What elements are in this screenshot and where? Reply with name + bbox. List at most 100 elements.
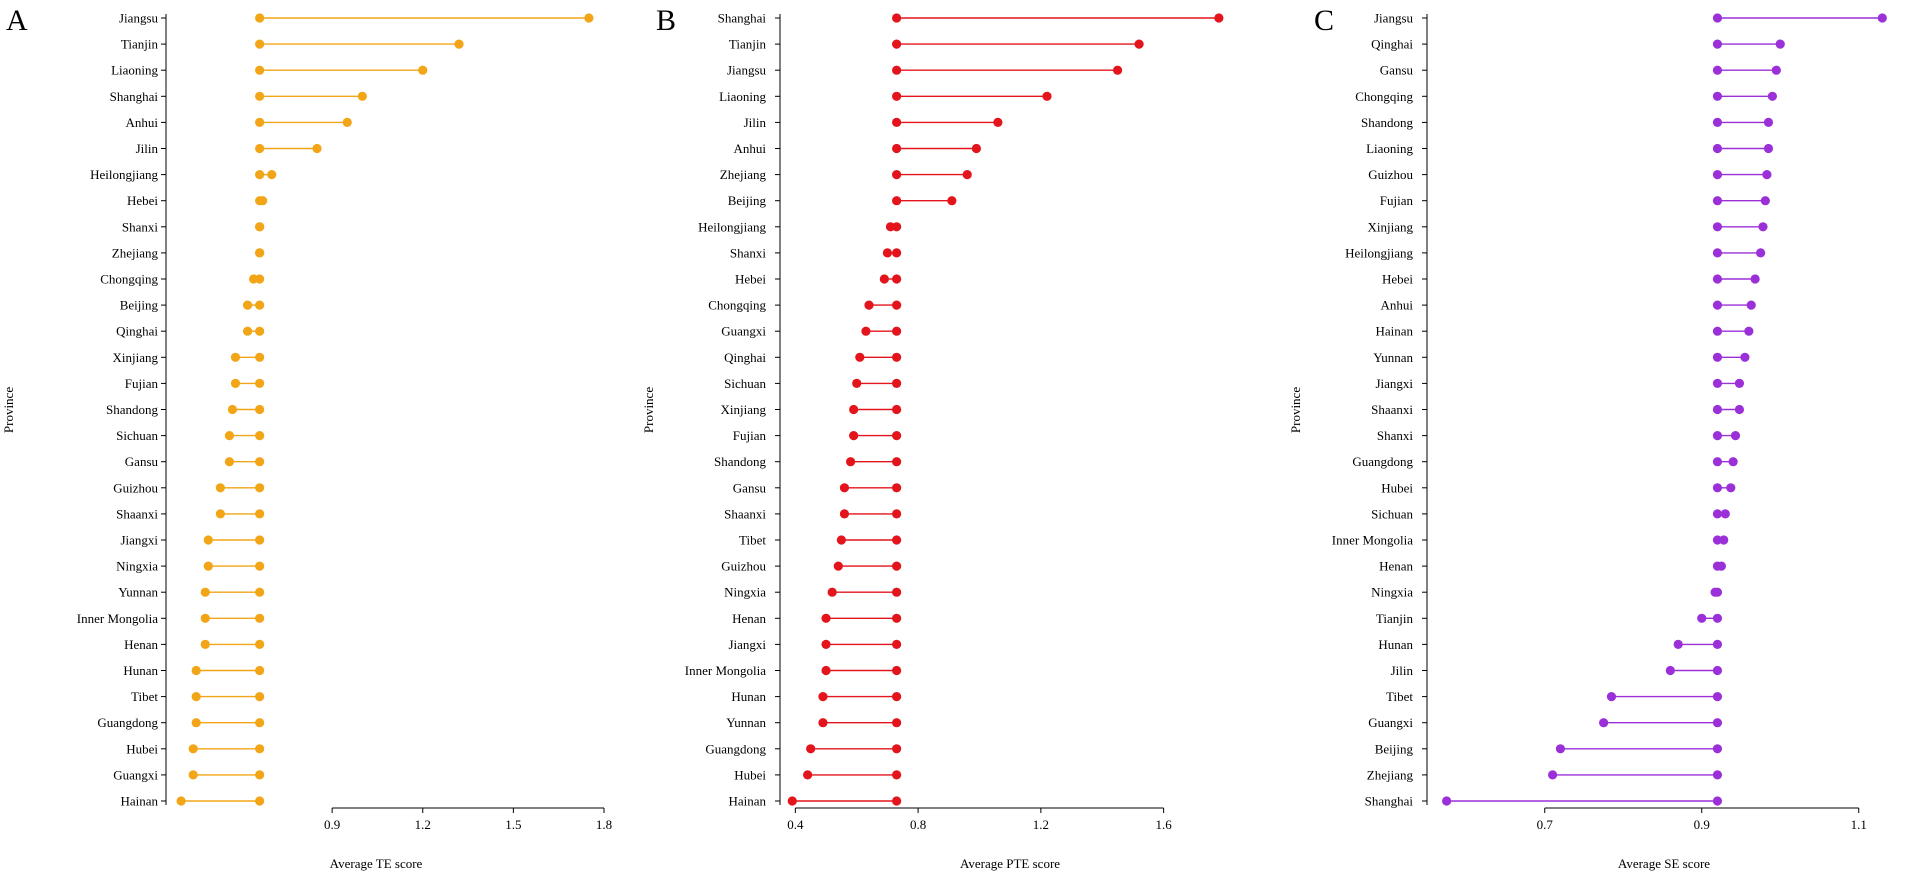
panel-b-value-dot <box>855 352 865 362</box>
panel-a-value-dot <box>200 587 210 597</box>
panel-c-baseline-dot <box>1712 431 1723 441</box>
panel-a-baseline-dot <box>255 692 265 702</box>
panel-b-value-dot <box>818 718 828 728</box>
panel-b-baseline-dot <box>892 483 902 493</box>
panel-c-baseline-dot <box>1712 718 1723 728</box>
panel-c-category-label: Jilin <box>1391 663 1414 678</box>
panel-b-value-dot <box>882 248 893 258</box>
panel-b-baseline-dot <box>892 457 902 467</box>
panel-a-category-label: Tianjin <box>121 37 159 52</box>
panel-a-value-dot <box>224 431 235 441</box>
panel-b-pte: B Province Average PTE score 0.4 0.8 1.2 1.… <box>641 4 1224 871</box>
panel-c-category-label: Xinjiang <box>1368 219 1414 234</box>
panel-c-value-dot <box>1734 404 1745 415</box>
panel-a-baseline-dot <box>255 509 265 519</box>
panel-c-category-label: Jiangxi <box>1375 376 1413 391</box>
panel-c-baseline-dot <box>1712 770 1723 780</box>
panel-a-baseline-dot <box>255 39 265 49</box>
panel-b-category-label: Shanxi <box>730 245 767 260</box>
panel-b-category-label: Guangdong <box>705 741 766 756</box>
panel-c-value-dot <box>1877 13 1887 23</box>
panel-b-baseline-dot <box>892 665 902 676</box>
panel-c-value-dot <box>1762 170 1772 180</box>
panel-a-baseline-dot <box>255 535 265 545</box>
panel-a-baseline-dot <box>255 483 265 493</box>
panel-b-value-dot <box>806 744 816 754</box>
panel-a-category-label: Hubei <box>126 741 158 756</box>
panel-a-value-dot <box>227 404 238 415</box>
panel-b-baseline-dot <box>892 378 902 388</box>
panel-b-value-dot <box>839 509 850 519</box>
panel-a-category-label: Shanxi <box>122 219 159 234</box>
panel-c-baseline-dot <box>1712 457 1723 467</box>
panel-b-category-label: Tibet <box>739 533 766 548</box>
panel-a-x-tick-label: 1.8 <box>596 817 612 832</box>
panel-b-baseline-dot <box>892 274 902 284</box>
panel-b-value-dot <box>787 796 797 806</box>
panel-c-category-label: Hubei <box>1381 480 1413 495</box>
panel-a-baseline-dot <box>255 587 265 597</box>
panel-c-baseline-dot <box>1712 692 1723 702</box>
panel-b-baseline-dot <box>892 352 902 362</box>
panel-a-x-tick-label: 1.5 <box>505 817 521 832</box>
panel-c-value-dot <box>1719 535 1729 545</box>
panel-a-baseline-dot <box>255 352 265 362</box>
panel-b-value-dot <box>971 143 982 154</box>
panel-c-value-dot <box>1746 300 1756 310</box>
panel-b-baseline-dot <box>892 431 902 441</box>
panel-c-category-label: Guizhou <box>1368 167 1413 182</box>
panel-a-baseline-dot <box>255 117 265 127</box>
panel-b-category-label: Fujian <box>733 428 767 443</box>
panel-b-x-axis-title: Average PTE score <box>960 856 1060 871</box>
panel-b-baseline-dot <box>892 613 902 623</box>
panel-c-baseline-dot <box>1712 91 1723 101</box>
panel-a-value-dot <box>584 13 594 23</box>
panel-c-category-label: Ningxia <box>1371 585 1413 600</box>
panel-c-value-dot <box>1710 587 1720 597</box>
panel-c-baseline-dot <box>1712 744 1723 754</box>
panel-b-x-tick-label: 0.8 <box>910 817 926 832</box>
panel-a-baseline-dot <box>255 561 265 571</box>
panel-a-category-label: Yunnan <box>118 585 158 600</box>
panel-a-baseline-dot <box>255 665 265 676</box>
panel-a-value-dot <box>188 744 198 754</box>
panel-c-baseline-dot <box>1712 483 1723 493</box>
panel-a-category-label: Hunan <box>123 663 158 678</box>
panel-c-category-label: Henan <box>1379 559 1413 574</box>
panel-a-baseline-dot <box>255 718 265 728</box>
panel-b-category-label: Shaanxi <box>724 506 766 521</box>
panel-c-x-tick-label: 0.9 <box>1694 817 1710 832</box>
panel-b-baseline-dot <box>892 91 902 101</box>
panel-b-baseline-dot <box>892 692 902 702</box>
panel-a-category-label: Shaanxi <box>116 506 158 521</box>
panel-a-category-label: Fujian <box>125 376 159 391</box>
panel-b-baseline-dot <box>892 13 902 23</box>
panel-c-category-label: Yunnan <box>1373 350 1413 365</box>
panel-a-value-dot <box>418 65 428 75</box>
panel-a-value-dot <box>191 692 201 702</box>
panel-b-value-dot <box>1042 91 1052 101</box>
panel-a-baseline-dot <box>255 378 265 388</box>
panel-a-category-label: Guangxi <box>113 767 158 782</box>
panel-c-value-dot <box>1756 248 1766 258</box>
panel-a-value-dot <box>255 222 265 232</box>
panel-a-value-dot <box>255 248 265 258</box>
panel-a-value-dot <box>267 170 277 180</box>
panel-a-baseline-dot <box>255 300 265 310</box>
panel-c-value-dot <box>1720 509 1730 519</box>
panel-b-baseline-dot <box>892 326 902 336</box>
panel-a-value-dot <box>191 665 201 676</box>
panel-a-value-dot <box>191 718 201 728</box>
panel-c-value-dot <box>1555 744 1566 754</box>
panel-a-baseline-dot <box>255 404 265 415</box>
panel-a-baseline-dot <box>255 639 265 650</box>
panel-b-category-label: Chongqing <box>708 298 766 313</box>
panel-c-baseline-dot <box>1712 13 1723 23</box>
panel-c-category-label: Tianjin <box>1376 611 1414 626</box>
panel-a-value-dot <box>203 535 213 545</box>
panel-c-value-dot <box>1548 770 1558 780</box>
panel-c-baseline-dot <box>1712 143 1723 154</box>
panel-b-baseline-dot <box>892 535 902 545</box>
panel-b-category-label: Inner Mongolia <box>685 663 766 678</box>
panel-a-category-label: Beijing <box>120 298 159 313</box>
